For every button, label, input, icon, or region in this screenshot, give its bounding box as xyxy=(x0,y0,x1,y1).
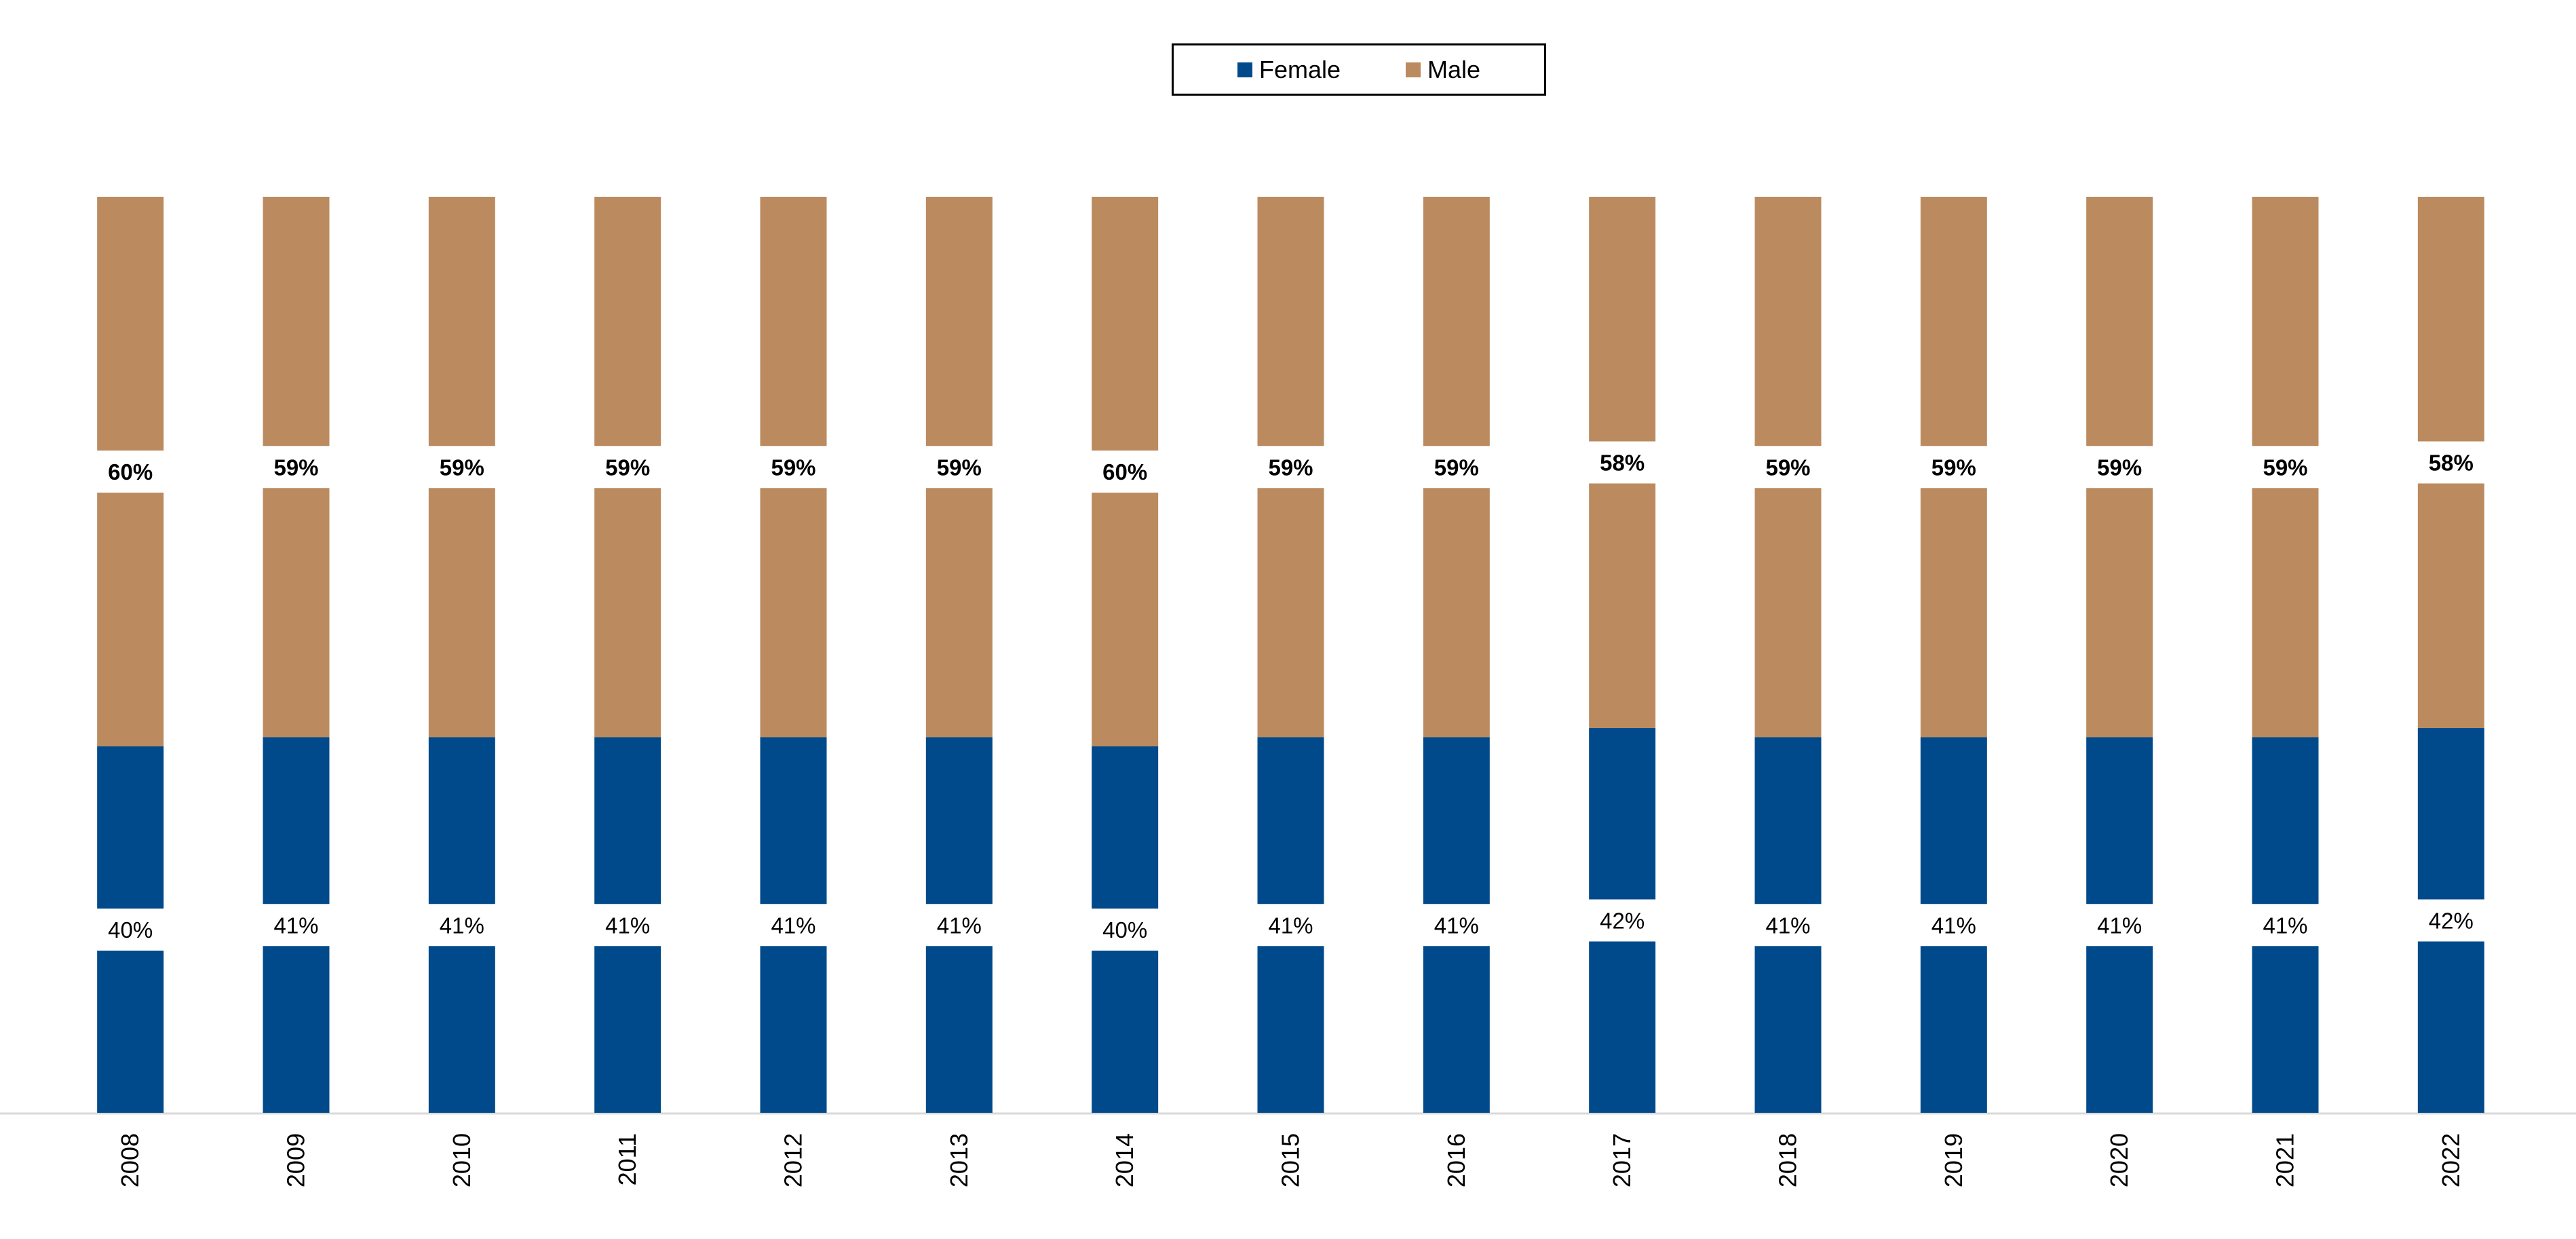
data-label-male-2022: 58% xyxy=(2429,451,2474,476)
data-label-bg-female-2022 xyxy=(2411,899,2491,942)
data-label-male-2020: 59% xyxy=(2097,455,2142,480)
x-tick-label-2008: 2008 xyxy=(116,1133,144,1187)
x-tick-label-2014: 2014 xyxy=(1111,1133,1138,1187)
data-label-bg-male-2021 xyxy=(2246,446,2325,489)
data-label-male-2008: 60% xyxy=(108,459,153,484)
data-label-bg-female-2014 xyxy=(1085,909,1165,951)
x-tick-label-2020: 2020 xyxy=(2105,1133,2133,1187)
data-label-bg-male-2011 xyxy=(588,446,668,489)
legend-label-male: Male xyxy=(1427,55,1481,83)
data-label-female-2017: 42% xyxy=(1600,909,1645,934)
data-label-male-2015: 59% xyxy=(1268,455,1313,480)
x-tick-label-2015: 2015 xyxy=(1277,1133,1305,1187)
data-label-female-2009: 41% xyxy=(273,913,318,938)
legend-swatch-male xyxy=(1406,62,1421,77)
data-label-bg-female-2021 xyxy=(2246,904,2325,947)
x-tick-label-2010: 2010 xyxy=(448,1133,476,1187)
data-label-bg-female-2016 xyxy=(1417,904,1496,947)
data-label-female-2012: 41% xyxy=(771,913,815,938)
data-label-bg-male-2009 xyxy=(256,446,336,489)
data-label-female-2010: 41% xyxy=(440,913,484,938)
data-label-bg-female-2011 xyxy=(588,904,668,947)
data-label-male-2011: 59% xyxy=(605,455,650,480)
data-label-bg-male-2019 xyxy=(1914,446,1993,489)
data-label-bg-male-2013 xyxy=(919,446,999,489)
data-label-female-2014: 40% xyxy=(1102,917,1147,942)
data-label-male-2009: 59% xyxy=(273,455,318,480)
data-label-bg-male-2008 xyxy=(91,451,170,493)
data-label-bg-male-2017 xyxy=(1583,441,1662,484)
data-label-bg-male-2015 xyxy=(1251,446,1330,489)
x-tick-label-2022: 2022 xyxy=(2437,1133,2465,1187)
data-label-bg-male-2018 xyxy=(1748,446,1828,489)
data-label-bg-female-2020 xyxy=(2080,904,2159,947)
data-label-bg-female-2012 xyxy=(754,904,833,947)
data-label-male-2013: 59% xyxy=(937,455,982,480)
data-label-female-2011: 41% xyxy=(605,913,650,938)
data-label-bg-female-2010 xyxy=(422,904,501,947)
data-label-female-2019: 41% xyxy=(1931,913,1976,938)
x-tick-label-2013: 2013 xyxy=(945,1133,973,1187)
data-label-male-2014: 60% xyxy=(1102,459,1147,484)
data-label-bg-male-2012 xyxy=(754,446,833,489)
data-label-bg-male-2010 xyxy=(422,446,501,489)
data-label-male-2012: 59% xyxy=(771,455,815,480)
data-label-female-2020: 41% xyxy=(2097,913,2142,938)
data-label-female-2013: 41% xyxy=(937,913,982,938)
data-label-bg-male-2016 xyxy=(1417,446,1496,489)
x-tick-label-2016: 2016 xyxy=(1442,1133,1470,1187)
data-label-bg-male-2020 xyxy=(2080,446,2159,489)
data-label-bg-female-2015 xyxy=(1251,904,1330,947)
x-tick-label-2009: 2009 xyxy=(282,1133,310,1187)
data-label-female-2015: 41% xyxy=(1268,913,1313,938)
legend-label-female: Female xyxy=(1258,55,1341,83)
x-tick-label-2021: 2021 xyxy=(2271,1133,2299,1187)
x-tick-label-2011: 2011 xyxy=(613,1133,641,1185)
legend: Female Male xyxy=(1172,43,1546,96)
data-label-bg-male-2014 xyxy=(1085,451,1165,493)
data-label-male-2010: 59% xyxy=(440,455,484,480)
data-label-male-2021: 59% xyxy=(2263,455,2307,480)
data-label-bg-female-2013 xyxy=(919,904,999,947)
data-label-bg-female-2009 xyxy=(256,904,336,947)
x-tick-label-2012: 2012 xyxy=(780,1133,807,1187)
data-label-female-2018: 41% xyxy=(1765,913,1810,938)
data-label-bg-male-2022 xyxy=(2411,441,2491,484)
data-label-bg-female-2008 xyxy=(91,909,170,951)
data-label-bg-female-2017 xyxy=(1583,899,1662,942)
legend-swatch-female xyxy=(1237,62,1252,77)
x-tick-label-2019: 2019 xyxy=(1940,1133,1967,1187)
data-label-female-2022: 42% xyxy=(2429,909,2474,934)
data-label-male-2019: 59% xyxy=(1931,455,1976,480)
legend-item-male: Male xyxy=(1406,56,1480,84)
legend-item-female: Female xyxy=(1237,56,1341,84)
x-tick-label-2018: 2018 xyxy=(1774,1133,1802,1187)
data-label-bg-female-2019 xyxy=(1914,904,1993,947)
data-label-male-2017: 58% xyxy=(1600,451,1645,476)
data-label-bg-female-2018 xyxy=(1748,904,1828,947)
data-label-male-2018: 59% xyxy=(1765,455,1810,480)
x-tick-label-2017: 2017 xyxy=(1608,1133,1636,1187)
data-label-female-2021: 41% xyxy=(2263,913,2307,938)
data-label-female-2008: 40% xyxy=(108,917,153,942)
data-label-female-2016: 41% xyxy=(1434,913,1479,938)
data-label-male-2016: 59% xyxy=(1434,455,1479,480)
